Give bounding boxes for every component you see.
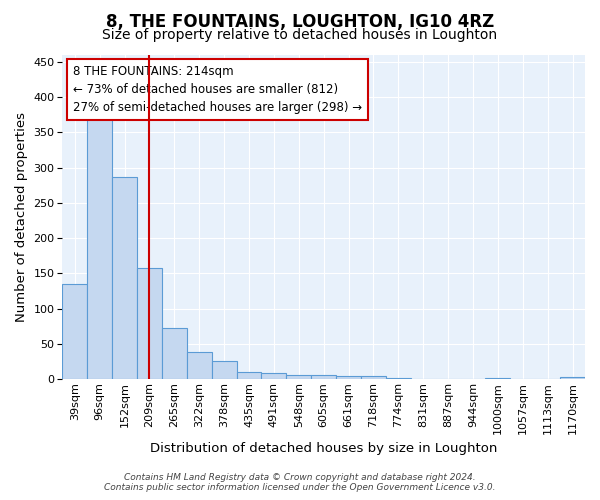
Bar xyxy=(560,377,585,379)
Bar xyxy=(386,378,411,379)
Bar xyxy=(187,352,212,379)
X-axis label: Distribution of detached houses by size in Loughton: Distribution of detached houses by size … xyxy=(150,442,497,455)
Text: 8, THE FOUNTAINS, LOUGHTON, IG10 4RZ: 8, THE FOUNTAINS, LOUGHTON, IG10 4RZ xyxy=(106,12,494,30)
Bar xyxy=(62,284,87,379)
Bar xyxy=(361,376,386,379)
Bar xyxy=(112,177,137,379)
Bar xyxy=(162,328,187,379)
Text: Contains HM Land Registry data © Crown copyright and database right 2024.
Contai: Contains HM Land Registry data © Crown c… xyxy=(104,473,496,492)
Bar xyxy=(262,374,286,379)
Bar xyxy=(311,376,336,379)
Text: Size of property relative to detached houses in Loughton: Size of property relative to detached ho… xyxy=(103,28,497,42)
Bar xyxy=(137,268,162,379)
Bar xyxy=(336,376,361,379)
Bar xyxy=(485,378,511,379)
Bar xyxy=(87,115,112,379)
Bar xyxy=(286,375,311,379)
Bar xyxy=(236,372,262,379)
Bar xyxy=(212,362,236,379)
Y-axis label: Number of detached properties: Number of detached properties xyxy=(15,112,28,322)
Text: 8 THE FOUNTAINS: 214sqm
← 73% of detached houses are smaller (812)
27% of semi-d: 8 THE FOUNTAINS: 214sqm ← 73% of detache… xyxy=(73,64,362,114)
